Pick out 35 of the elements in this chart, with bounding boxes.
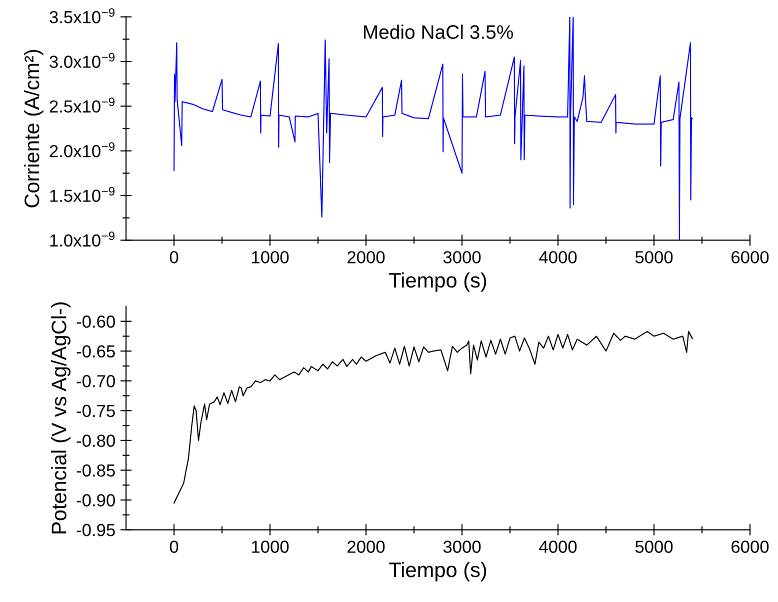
y-tick-label: -0.90 bbox=[76, 494, 115, 506]
x-tick-label: 0 bbox=[170, 251, 178, 264]
y-tick-label: -0.70 bbox=[76, 375, 115, 388]
y-tick-label: 3.5x10$^{−9}$ bbox=[50, 8, 115, 24]
y-tick-label: -0.75 bbox=[76, 404, 115, 418]
y-tick-label: 1.5x10$^{−9}$ bbox=[50, 186, 115, 202]
line-series bbox=[173, 330, 693, 504]
y-tick-label: 2.0x10$^{−9}$ bbox=[50, 142, 115, 158]
y-tick-label: -0.65 bbox=[76, 345, 115, 358]
x-tick-label: 5000 bbox=[635, 251, 673, 264]
y-tick-label: -0.60 bbox=[76, 315, 115, 328]
x-tick-label: 4000 bbox=[539, 251, 577, 264]
y-tick-label: -0.85 bbox=[76, 464, 115, 477]
x-axis-title: Tiempo (s) bbox=[389, 272, 486, 292]
y-axis-title: Potencial (V vs Ag/AgCl-) bbox=[51, 302, 70, 534]
x-tick-label: 5000 bbox=[635, 540, 673, 553]
x-tick-label: 3000 bbox=[443, 251, 481, 264]
x-tick-label: 1000 bbox=[252, 540, 289, 553]
x-tick-label: 4000 bbox=[539, 540, 577, 553]
x-tick-label: 3000 bbox=[443, 540, 481, 553]
y-tick-label: 1.0x10$^{−9}$ bbox=[50, 232, 115, 247]
x-tick-label: 1000 bbox=[252, 251, 289, 264]
line-series bbox=[173, 16, 693, 240]
y-tick-label: -0.95 bbox=[76, 524, 115, 536]
x-tick-label: 2000 bbox=[348, 251, 385, 264]
x-tick-label: 6000 bbox=[732, 251, 769, 264]
y-tick-label: 3.0x10$^{−9}$ bbox=[50, 52, 115, 68]
x-tick-label: 0 bbox=[170, 540, 178, 553]
y-tick-label: -0.80 bbox=[76, 434, 115, 447]
y-tick-label: 2.5x10$^{−9}$ bbox=[50, 98, 115, 113]
y-axis-title: Corriente (A/cm²) bbox=[24, 50, 44, 208]
x-tick-label: 6000 bbox=[732, 540, 769, 553]
chart-title: Medio NaCl 3.5% bbox=[364, 24, 513, 39]
x-axis-title: Tiempo (s) bbox=[389, 562, 486, 582]
x-tick-label: 2000 bbox=[348, 540, 385, 553]
